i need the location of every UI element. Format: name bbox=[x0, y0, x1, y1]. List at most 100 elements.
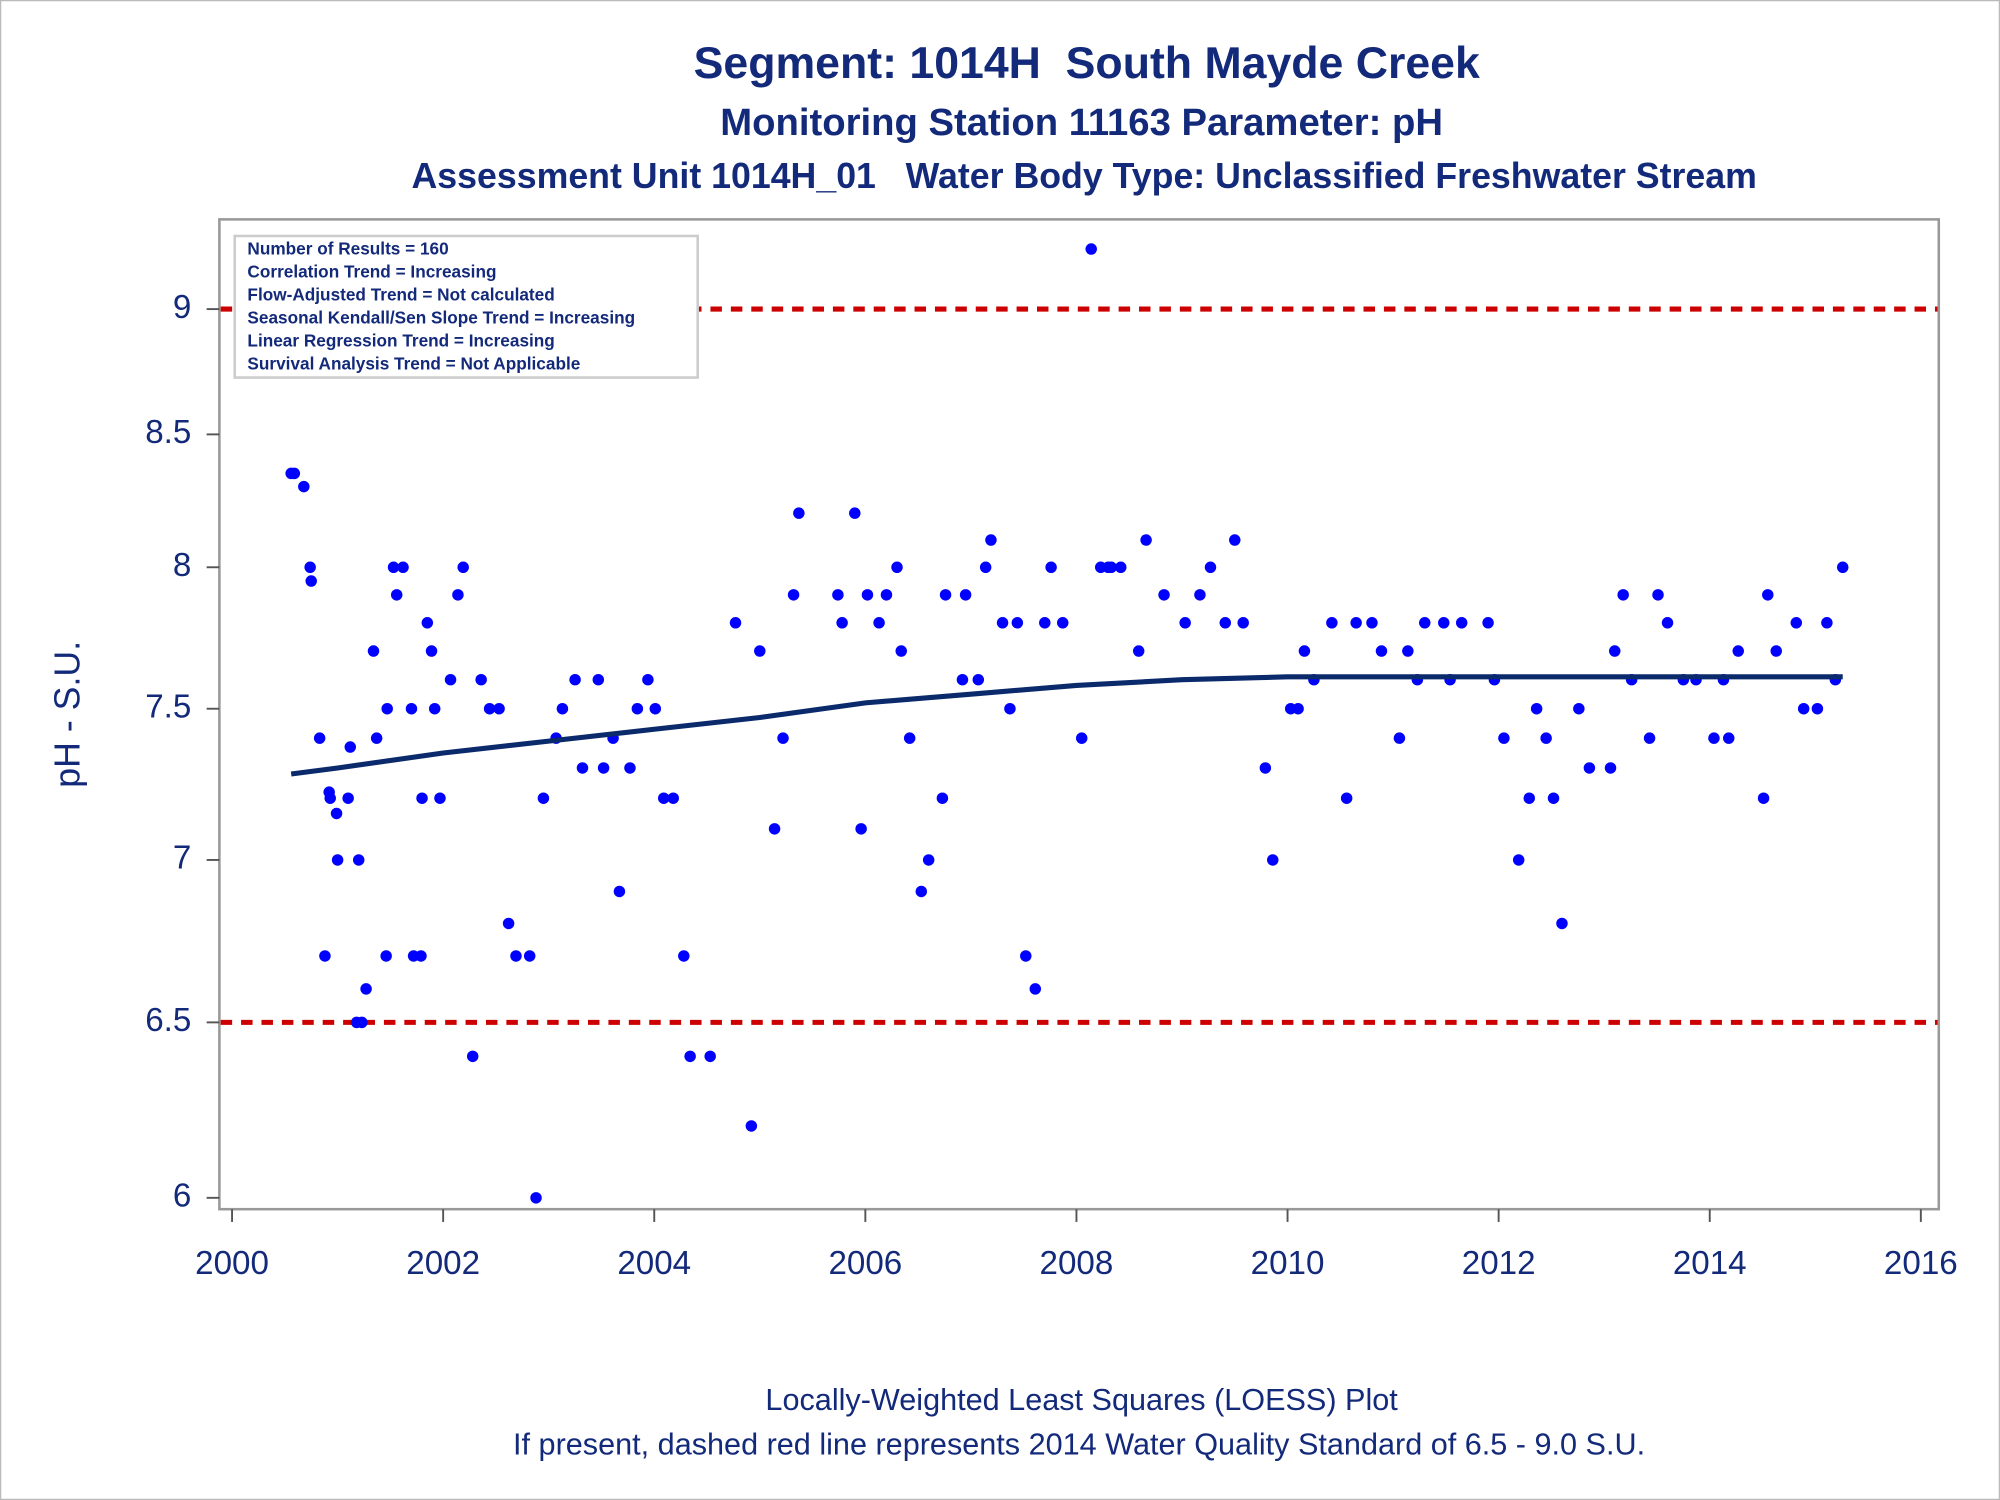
data-point bbox=[922, 854, 935, 866]
data-point bbox=[768, 823, 781, 835]
data-point bbox=[352, 854, 365, 866]
data-point bbox=[425, 645, 438, 657]
data-point bbox=[642, 673, 654, 686]
data-point bbox=[861, 589, 874, 601]
data-point bbox=[1523, 792, 1535, 804]
data-point bbox=[569, 673, 581, 686]
data-point bbox=[1556, 917, 1568, 930]
data-point bbox=[1039, 617, 1051, 629]
data-point bbox=[729, 617, 742, 629]
data-point bbox=[895, 645, 907, 657]
data-point bbox=[304, 561, 316, 574]
data-point bbox=[405, 702, 418, 715]
data-point bbox=[678, 950, 690, 962]
chart-subtitle: Monitoring Station 11163 Parameter: pH bbox=[720, 101, 1443, 144]
data-point bbox=[1836, 561, 1849, 574]
data-point bbox=[288, 467, 301, 480]
data-point bbox=[1498, 732, 1510, 744]
data-point bbox=[483, 702, 496, 715]
data-point bbox=[1708, 732, 1720, 744]
data-point bbox=[1419, 617, 1431, 629]
data-point bbox=[356, 1016, 368, 1029]
data-point bbox=[793, 507, 805, 519]
data-point bbox=[1455, 617, 1468, 629]
data-point bbox=[342, 792, 354, 804]
data-point bbox=[330, 807, 343, 820]
data-point bbox=[996, 617, 1009, 629]
x-tick-label: 2012 bbox=[1462, 1245, 1536, 1282]
data-point bbox=[1811, 702, 1824, 715]
data-point bbox=[1790, 617, 1803, 629]
footnote: If present, dashed red line represents 2… bbox=[513, 1428, 1645, 1462]
data-point bbox=[1267, 854, 1279, 866]
data-point bbox=[597, 762, 610, 774]
annotation: Survival Analysis Trend = Not Applicable bbox=[247, 353, 580, 373]
data-point bbox=[1204, 561, 1217, 574]
data-point bbox=[457, 561, 469, 574]
data-point bbox=[415, 950, 427, 962]
x-tick-label: 2008 bbox=[1040, 1245, 1114, 1282]
data-point bbox=[903, 732, 916, 744]
data-point bbox=[416, 792, 428, 804]
data-point bbox=[1140, 534, 1152, 546]
data-point bbox=[1438, 617, 1450, 629]
data-point bbox=[1366, 617, 1378, 629]
data-point bbox=[777, 732, 789, 744]
data-point bbox=[1617, 589, 1629, 601]
data-point bbox=[1350, 617, 1362, 629]
data-point bbox=[367, 645, 380, 657]
data-point bbox=[1029, 983, 1042, 995]
data-point bbox=[1482, 617, 1494, 629]
data-point bbox=[936, 792, 949, 804]
data-point bbox=[624, 762, 636, 774]
data-point bbox=[1340, 792, 1353, 804]
data-point bbox=[444, 673, 457, 686]
x-tick-label: 2016 bbox=[1884, 1245, 1958, 1282]
data-point bbox=[959, 589, 972, 601]
data-point bbox=[1158, 589, 1170, 601]
data-point bbox=[1375, 645, 1388, 657]
data-point bbox=[1393, 732, 1406, 744]
data-point bbox=[1056, 617, 1069, 629]
data-point bbox=[305, 575, 317, 587]
y-tick-label: 6 bbox=[173, 1178, 191, 1215]
data-point bbox=[434, 792, 446, 804]
data-point bbox=[891, 561, 903, 574]
data-point bbox=[1821, 617, 1833, 629]
data-point bbox=[915, 885, 928, 898]
x-tick-label: 2000 bbox=[195, 1245, 269, 1282]
data-point bbox=[360, 983, 372, 995]
data-point bbox=[1643, 732, 1656, 744]
data-point bbox=[631, 702, 644, 715]
data-point bbox=[613, 885, 626, 898]
data-point bbox=[1011, 617, 1024, 629]
data-point bbox=[537, 792, 550, 804]
data-point bbox=[754, 645, 766, 657]
data-point bbox=[1219, 617, 1232, 629]
annotation: Correlation Trend = Increasing bbox=[247, 262, 496, 282]
data-point bbox=[1540, 732, 1552, 744]
data-point bbox=[985, 534, 997, 546]
data-point bbox=[523, 950, 536, 962]
data-point bbox=[873, 617, 885, 629]
plot-frame bbox=[218, 218, 1941, 1211]
footnote: Locally-Weighted Least Squares (LOESS) P… bbox=[765, 1383, 1398, 1417]
y-tick-label: 9 bbox=[173, 289, 191, 326]
data-point bbox=[972, 673, 985, 686]
data-point bbox=[1259, 762, 1272, 774]
data-point bbox=[1194, 589, 1206, 601]
x-tick-label: 2002 bbox=[406, 1245, 480, 1282]
y-tick-label: 7 bbox=[173, 840, 191, 877]
data-point bbox=[502, 917, 515, 930]
data-point bbox=[475, 673, 487, 686]
data-point bbox=[832, 589, 844, 601]
data-point bbox=[1512, 854, 1525, 866]
data-point bbox=[1115, 561, 1127, 574]
annotation: Number of Results = 160 bbox=[247, 239, 448, 259]
data-point bbox=[324, 792, 336, 804]
data-point bbox=[684, 1050, 696, 1063]
annotation: Seasonal Kendall/Sen Slope Trend = Incre… bbox=[247, 307, 635, 327]
data-point bbox=[1075, 732, 1088, 744]
x-tick-label: 2010 bbox=[1251, 1245, 1325, 1282]
